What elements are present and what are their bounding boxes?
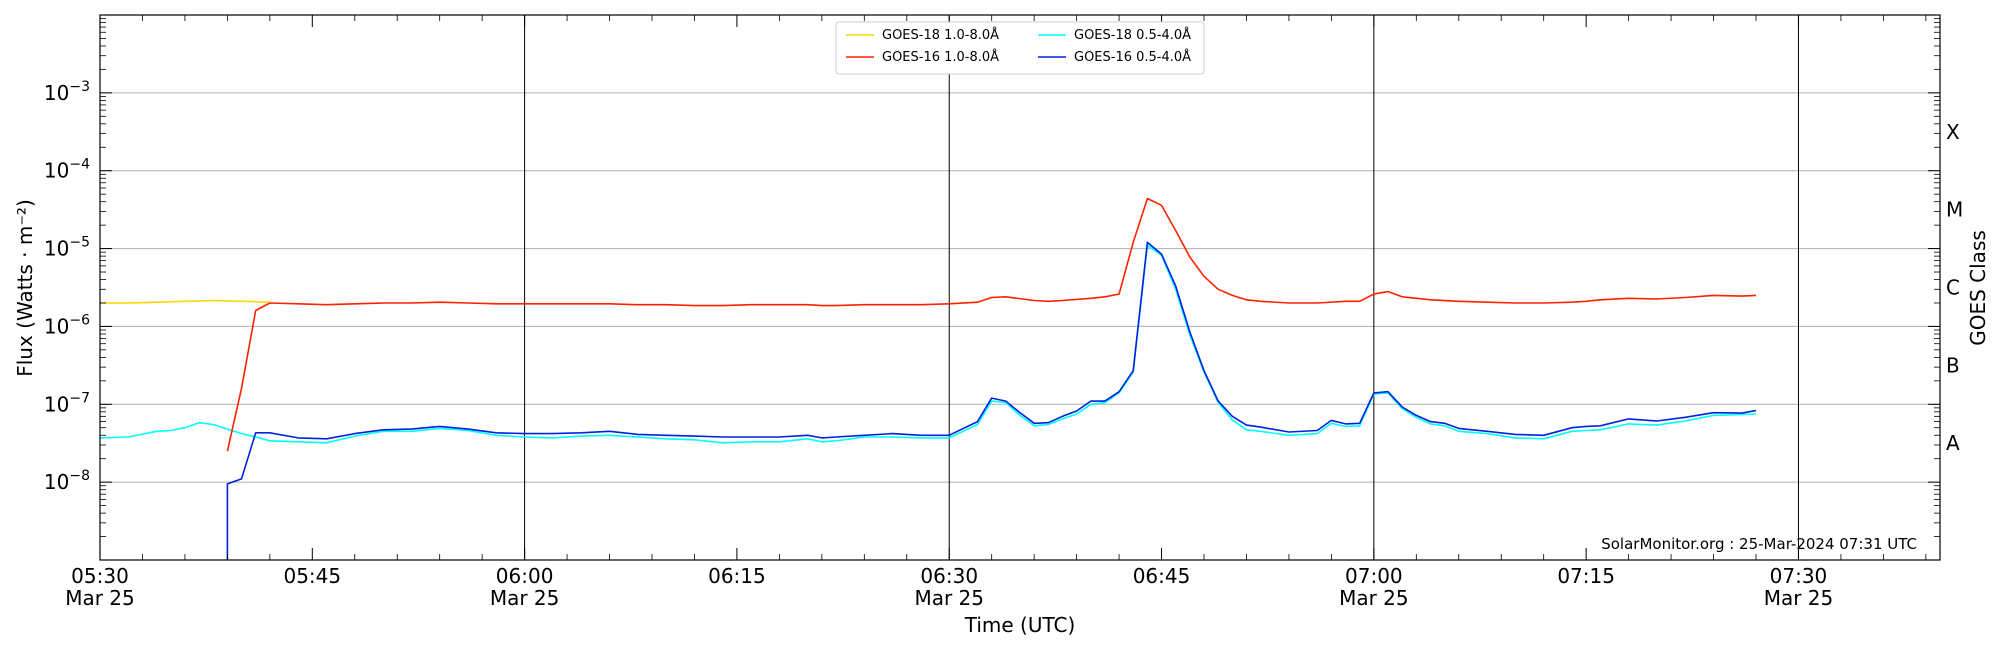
x-tick-date-label: Mar 25 bbox=[65, 586, 135, 610]
grid-layer bbox=[100, 92, 1940, 483]
y-tick-label: 10−5 bbox=[44, 235, 90, 261]
y-tick-label: 10−6 bbox=[44, 312, 90, 338]
tick-layer bbox=[99, 15, 1940, 560]
x-tick-date-label: Mar 25 bbox=[490, 586, 560, 610]
y-tick-label: 10−7 bbox=[44, 390, 90, 416]
series-line-1 bbox=[99, 244, 1757, 444]
x-tick-label: 06:45 bbox=[1133, 564, 1191, 588]
series-line-3 bbox=[226, 241, 1757, 560]
y-tick-label: 10−4 bbox=[44, 157, 90, 183]
vertical-marker-layer bbox=[524, 15, 1799, 560]
x-tick-date-label: Mar 25 bbox=[1764, 586, 1834, 610]
y-axis-title: Flux (Watts · m⁻²) bbox=[13, 199, 37, 377]
x-tick-label: 06:00 bbox=[496, 564, 554, 588]
x-tick-date-label: Mar 25 bbox=[914, 586, 984, 610]
x-tick-label: 05:45 bbox=[283, 564, 341, 588]
x-tick-label: 06:30 bbox=[920, 564, 978, 588]
y-tick-label: 10−8 bbox=[44, 468, 90, 494]
goes-class-a: A bbox=[1946, 431, 1960, 455]
series-layer bbox=[99, 197, 1757, 560]
legend-label-0: GOES-18 1.0-8.0Å bbox=[882, 27, 999, 43]
series-line-2 bbox=[226, 197, 1757, 452]
x-axis-title: Time (UTC) bbox=[964, 613, 1076, 637]
x-tick-label: 07:15 bbox=[1557, 564, 1615, 588]
x-tick-label: 05:30 bbox=[71, 564, 129, 588]
y-tick-label: 10−3 bbox=[44, 79, 90, 105]
legend-label-1: GOES-18 0.5-4.0Å bbox=[1074, 27, 1191, 43]
legend-label-3: GOES-16 0.5-4.0Å bbox=[1074, 49, 1191, 65]
plot-frame bbox=[99, 14, 1941, 561]
x-tick-date-label: Mar 25 bbox=[1339, 586, 1409, 610]
credit-annotation: SolarMonitor.org : 25-Mar-2024 07:31 UTC bbox=[1601, 535, 1917, 553]
goes-class-x: X bbox=[1946, 120, 1960, 144]
legend-label-2: GOES-16 1.0-8.0Å bbox=[882, 49, 999, 65]
legend-items: GOES-18 1.0-8.0Å GOES-16 1.0-8.0Å GOES-18 … bbox=[846, 27, 1191, 65]
x-tick-label: 07:30 bbox=[1770, 564, 1828, 588]
x-tick-label: 07:00 bbox=[1345, 564, 1403, 588]
goes-class-b: B bbox=[1946, 353, 1960, 377]
goes-class-labels: A B C M X bbox=[1946, 120, 1963, 455]
legend-box bbox=[835, 21, 1205, 75]
goes-class-c: C bbox=[1946, 276, 1960, 300]
x-tick-label: 06:15 bbox=[708, 564, 766, 588]
y-tick-labels: 10−8 10−7 10−6 10−5 10−4 10−3 bbox=[44, 79, 90, 494]
legend: GOES-18 1.0-8.0Å GOES-16 1.0-8.0Å GOES-18 … bbox=[835, 21, 1205, 75]
goes-class-m: M bbox=[1946, 198, 1963, 222]
right-axis-title: GOES Class bbox=[1966, 230, 1990, 346]
series-line-0 bbox=[100, 299, 270, 304]
